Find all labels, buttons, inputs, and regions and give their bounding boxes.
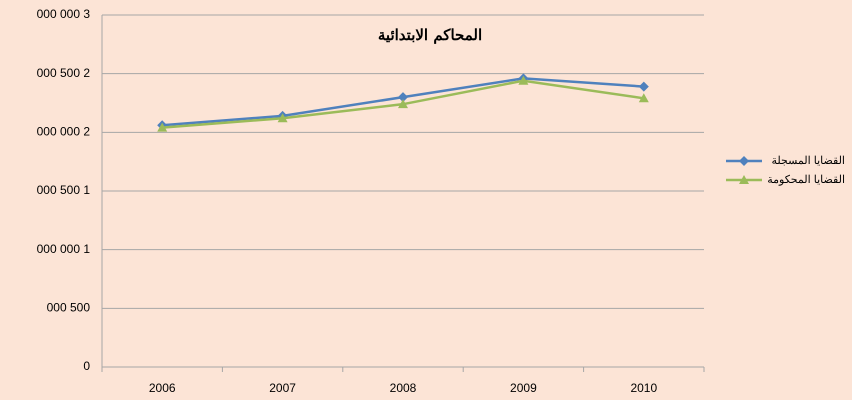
y-tick-label: 000 500 xyxy=(47,301,91,315)
data-point xyxy=(398,92,408,103)
data-point xyxy=(277,113,288,123)
y-tick-label: 0 xyxy=(83,359,90,373)
y-tick-label: 000 500 1 xyxy=(37,183,91,197)
legend-marker xyxy=(739,156,749,166)
data-point xyxy=(638,93,649,103)
y-tick-label: 000 500 2 xyxy=(37,66,91,80)
data-point xyxy=(398,99,408,109)
legend-marker xyxy=(739,175,749,184)
x-tick-label: 2006 xyxy=(149,381,176,395)
data-point xyxy=(157,122,168,132)
x-tick-label: 2010 xyxy=(630,381,657,395)
legend-label: القضايا المسجلة xyxy=(771,155,845,167)
y-tick-label: 000 000 1 xyxy=(37,242,91,256)
legend-label: القضايا المحكومة xyxy=(767,174,845,186)
x-tick-label: 2008 xyxy=(390,381,417,395)
x-tick-label: 2007 xyxy=(269,381,296,395)
data-point xyxy=(518,75,529,85)
x-tick-label: 2009 xyxy=(510,381,537,395)
chart-title: المحاكم الابتدائية xyxy=(378,26,482,44)
data-point xyxy=(638,81,649,92)
y-tick-label: 000 000 2 xyxy=(37,125,91,139)
y-tick-label: 000 000 3 xyxy=(37,7,91,21)
